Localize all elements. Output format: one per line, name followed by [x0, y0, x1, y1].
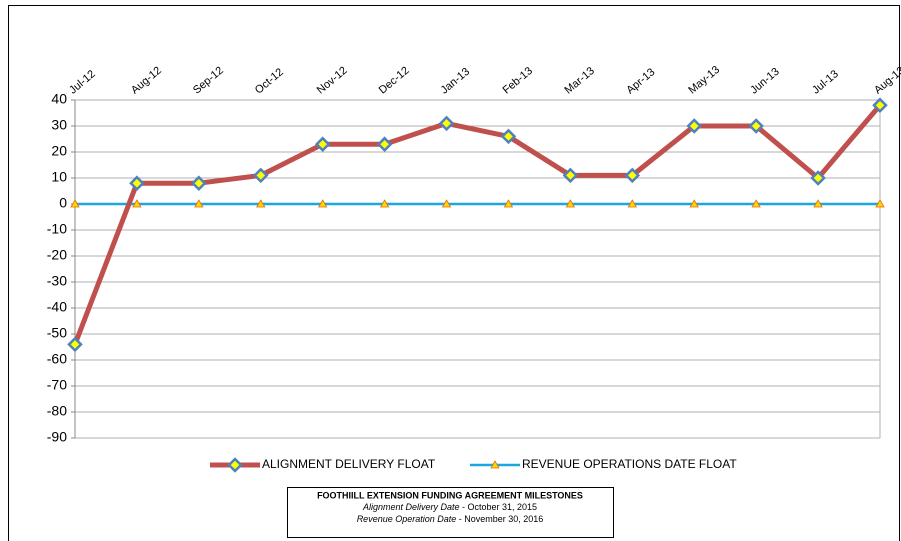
legend-label: ALIGNMENT DELIVERY FLOAT	[262, 457, 436, 471]
y-tick-label: -60	[47, 351, 67, 367]
marker	[194, 199, 204, 208]
milestone-label: Revenue Operation Date	[357, 514, 457, 524]
marker	[441, 199, 452, 208]
marker	[256, 199, 266, 208]
marker	[500, 128, 517, 145]
legend-marker	[490, 460, 500, 469]
marker	[379, 199, 390, 208]
y-tick-label: 40	[51, 91, 67, 107]
marker	[562, 167, 579, 184]
marker	[748, 118, 764, 134]
chart-frame	[8, 5, 900, 541]
marker	[438, 115, 455, 132]
marker	[565, 199, 576, 208]
marker	[191, 175, 207, 191]
milestone-box	[287, 487, 614, 538]
milestone-label: Alignment Delivery Date	[362, 502, 460, 512]
marker	[503, 199, 514, 208]
milestone-line: Revenue Operation Date - November 30, 20…	[357, 514, 544, 524]
series-line	[72, 103, 882, 346]
marker	[318, 199, 328, 208]
y-tick-label: -30	[47, 273, 67, 289]
y-tick-label: -20	[47, 247, 67, 263]
marker	[627, 199, 637, 208]
marker	[686, 118, 702, 134]
legend-marker	[227, 457, 243, 473]
milestone-date: - October 31, 2015	[460, 502, 538, 512]
marker	[813, 199, 823, 208]
y-tick-label: 30	[51, 117, 67, 133]
marker	[129, 175, 145, 191]
y-tick-label: -50	[47, 325, 67, 341]
legend-label: REVENUE OPERATIONS DATE FLOAT	[522, 457, 737, 471]
marker	[376, 136, 393, 152]
y-tick-label: -70	[47, 377, 67, 393]
y-tick-label: 0	[59, 195, 67, 211]
marker	[253, 167, 269, 184]
marker	[875, 199, 885, 208]
milestone-title: FOOTHIILL EXTENSION FUNDING AGREEMENT MI…	[317, 490, 583, 500]
y-tick-label: 10	[51, 169, 67, 185]
marker	[314, 136, 331, 152]
marker	[624, 167, 641, 184]
marker	[751, 199, 761, 208]
marker	[872, 97, 888, 113]
marker	[70, 199, 80, 208]
marker	[132, 199, 142, 208]
y-tick-label: -90	[47, 429, 67, 445]
y-tick-label: -40	[47, 299, 67, 315]
marker	[689, 199, 699, 208]
y-tick-label: -80	[47, 403, 67, 419]
milestone-line: Alignment Delivery Date - October 31, 20…	[362, 502, 537, 512]
y-tick-label: 20	[51, 143, 67, 159]
marker	[810, 170, 826, 186]
y-tick-label: -10	[47, 221, 67, 237]
milestone-date: - November 30, 2016	[456, 514, 543, 524]
marker	[67, 336, 83, 353]
